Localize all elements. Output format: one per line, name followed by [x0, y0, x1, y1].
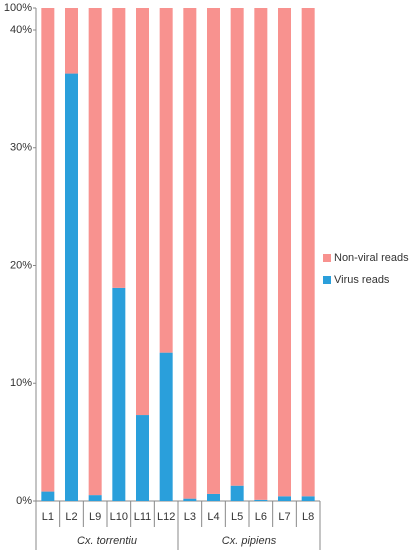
group-label: Cx. torrentiu — [77, 535, 137, 547]
bar-segment — [254, 8, 268, 500]
x-tick-label: L3 — [184, 511, 196, 523]
legend-label: Virus reads — [334, 274, 390, 286]
bar-segment — [278, 8, 291, 497]
bar-segment — [183, 8, 197, 499]
x-tick-label: L8 — [302, 511, 314, 523]
bar-segment — [301, 496, 315, 501]
bar-segment — [65, 8, 78, 74]
y-tick-label: 40% — [10, 24, 32, 36]
bar-segment — [301, 8, 315, 497]
bar-segment — [65, 73, 78, 501]
group-label: Cx. pipiens — [222, 535, 277, 547]
legend-swatch — [323, 276, 331, 284]
x-tick-label: L12 — [157, 511, 175, 523]
y-tick-label: 100% — [4, 2, 32, 14]
bar-segment — [207, 493, 220, 501]
bar-segment — [112, 287, 126, 501]
legend-swatch — [323, 254, 331, 262]
bar-segment — [112, 8, 126, 288]
bar-segment — [230, 8, 244, 486]
y-tick-label: 30% — [10, 142, 32, 154]
bar-segment — [230, 485, 244, 501]
x-tick-label: L10 — [110, 511, 128, 523]
bar-segment — [159, 352, 173, 501]
x-tick-label: L4 — [207, 511, 219, 523]
bar-segment — [136, 8, 149, 416]
x-tick-label: L5 — [231, 511, 243, 523]
bar-segment — [183, 498, 197, 501]
x-tick-label: L6 — [255, 511, 267, 523]
bar-segment — [278, 496, 291, 501]
x-tick-label: L2 — [65, 511, 77, 523]
x-tick-label: L11 — [134, 511, 152, 523]
y-tick-label: 0% — [16, 495, 32, 507]
bar-segment — [207, 8, 220, 494]
bar-segment — [254, 499, 268, 501]
bar-segment — [41, 491, 55, 501]
y-tick-label: 20% — [10, 259, 32, 271]
legend-label: Non-viral reads — [334, 252, 409, 264]
x-tick-label: L9 — [89, 511, 101, 523]
bar-segment — [159, 8, 173, 353]
y-tick-label: 10% — [10, 377, 32, 389]
bar-segment — [41, 8, 55, 492]
bar-segment — [88, 495, 102, 501]
bar-segment — [136, 415, 149, 501]
x-tick-label: L1 — [42, 511, 54, 523]
x-tick-label: L7 — [278, 511, 290, 523]
bar-segment — [88, 8, 102, 496]
